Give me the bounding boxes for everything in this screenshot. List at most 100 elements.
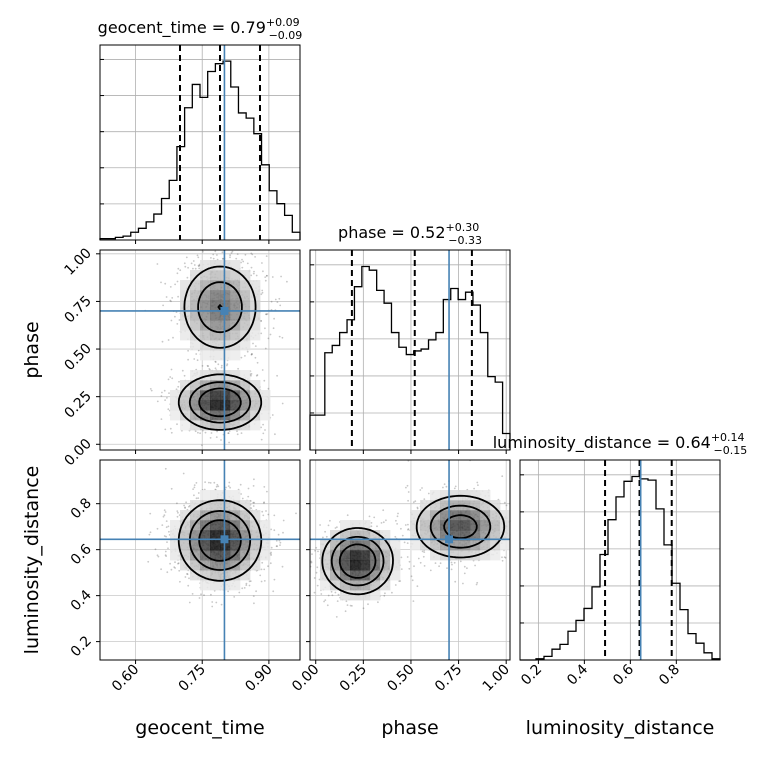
- sample-point: [267, 513, 270, 516]
- density-bin: [180, 380, 191, 391]
- sample-point: [264, 279, 267, 282]
- sample-point: [177, 385, 180, 388]
- sample-point: [370, 522, 373, 524]
- sample-point: [194, 430, 197, 433]
- sample-point: [217, 363, 220, 366]
- density-bin: [250, 400, 261, 411]
- sample-point: [400, 556, 403, 559]
- sample-point: [266, 274, 268, 277]
- sample-point: [445, 485, 448, 488]
- density-bin: [190, 410, 201, 421]
- scatter-panel-geocent_time-vs-phase: [96, 249, 301, 454]
- sample-point: [247, 487, 250, 490]
- sample-point: [255, 374, 258, 377]
- sample-point: [239, 483, 242, 486]
- sample-point: [271, 276, 274, 278]
- sample-point: [396, 523, 398, 525]
- x-tick-label-phase: 0.25: [337, 662, 370, 695]
- density-bin: [190, 300, 201, 311]
- sample-point: [221, 257, 224, 260]
- sample-point: [236, 433, 239, 436]
- sample-point: [274, 298, 277, 301]
- truth-marker: [220, 535, 229, 544]
- sample-point: [282, 519, 285, 522]
- truth-marker: [445, 535, 454, 544]
- sample-point: [184, 265, 187, 268]
- sample-point: [184, 506, 186, 509]
- sample-point: [156, 400, 159, 403]
- truth-marker: [220, 306, 229, 315]
- sample-point: [446, 567, 448, 569]
- sample-point: [281, 402, 284, 405]
- sample-point: [174, 283, 177, 286]
- sample-point: [215, 436, 218, 438]
- sample-point: [412, 600, 415, 602]
- title-geocent_time: geocent_time = 0.79+0.09 −0.09: [98, 16, 303, 42]
- sample-point: [176, 515, 179, 518]
- sample-point: [272, 590, 275, 593]
- x-axis-label-phase: phase: [381, 717, 438, 739]
- sample-point: [165, 520, 168, 522]
- sample-point: [319, 524, 321, 526]
- sample-point: [188, 505, 190, 508]
- sample-point: [380, 522, 383, 524]
- sample-point: [503, 556, 506, 558]
- sample-point: [211, 601, 214, 603]
- sample-point: [226, 363, 229, 365]
- sample-point: [270, 300, 273, 303]
- density-bin: [210, 420, 221, 431]
- sample-point: [164, 399, 167, 401]
- sample-point: [164, 428, 167, 431]
- sample-point: [214, 361, 217, 363]
- sample-point: [228, 441, 231, 444]
- sample-point: [261, 510, 264, 513]
- density-bin: [430, 490, 441, 501]
- sample-point: [262, 270, 264, 273]
- density-bin: [210, 380, 221, 391]
- density-bin: [250, 420, 261, 431]
- sample-point: [251, 253, 254, 256]
- sample-point: [178, 380, 180, 383]
- sample-point: [216, 430, 219, 433]
- sample-point: [273, 514, 276, 517]
- sample-point: [208, 368, 211, 370]
- sample-point: [179, 269, 182, 272]
- density-bin: [190, 370, 201, 381]
- density-bin: [350, 550, 361, 561]
- sample-point: [267, 565, 269, 568]
- sample-point: [250, 374, 252, 377]
- density-bin: [200, 400, 211, 411]
- density-bin: [210, 490, 221, 501]
- sample-point: [414, 500, 417, 503]
- sample-point: [240, 261, 243, 264]
- sample-point: [156, 554, 159, 557]
- density-bin: [250, 540, 261, 551]
- sample-point: [396, 515, 399, 518]
- sample-point: [279, 304, 282, 307]
- sample-point: [236, 430, 238, 433]
- sample-point: [336, 526, 338, 528]
- density-bin: [230, 420, 241, 431]
- sample-point: [233, 596, 236, 598]
- axes-frame: [99, 249, 301, 451]
- sample-point: [344, 610, 347, 613]
- sample-point: [245, 582, 248, 585]
- sample-point: [310, 560, 313, 563]
- sample-point: [177, 295, 180, 298]
- sample-point: [164, 467, 167, 470]
- sample-point: [169, 286, 172, 288]
- sample-point: [324, 530, 326, 533]
- density-bin: [190, 380, 201, 391]
- sample-point: [176, 280, 179, 283]
- sample-point: [263, 501, 265, 504]
- sample-point: [176, 423, 178, 426]
- sample-point: [416, 506, 419, 509]
- density-bin: [250, 390, 261, 401]
- density-bin: [180, 280, 191, 291]
- sample-point: [196, 359, 199, 362]
- sample-point: [185, 256, 188, 259]
- sample-point: [316, 566, 319, 569]
- sample-point: [346, 514, 349, 517]
- sample-point: [260, 438, 263, 441]
- sample-point: [325, 535, 328, 538]
